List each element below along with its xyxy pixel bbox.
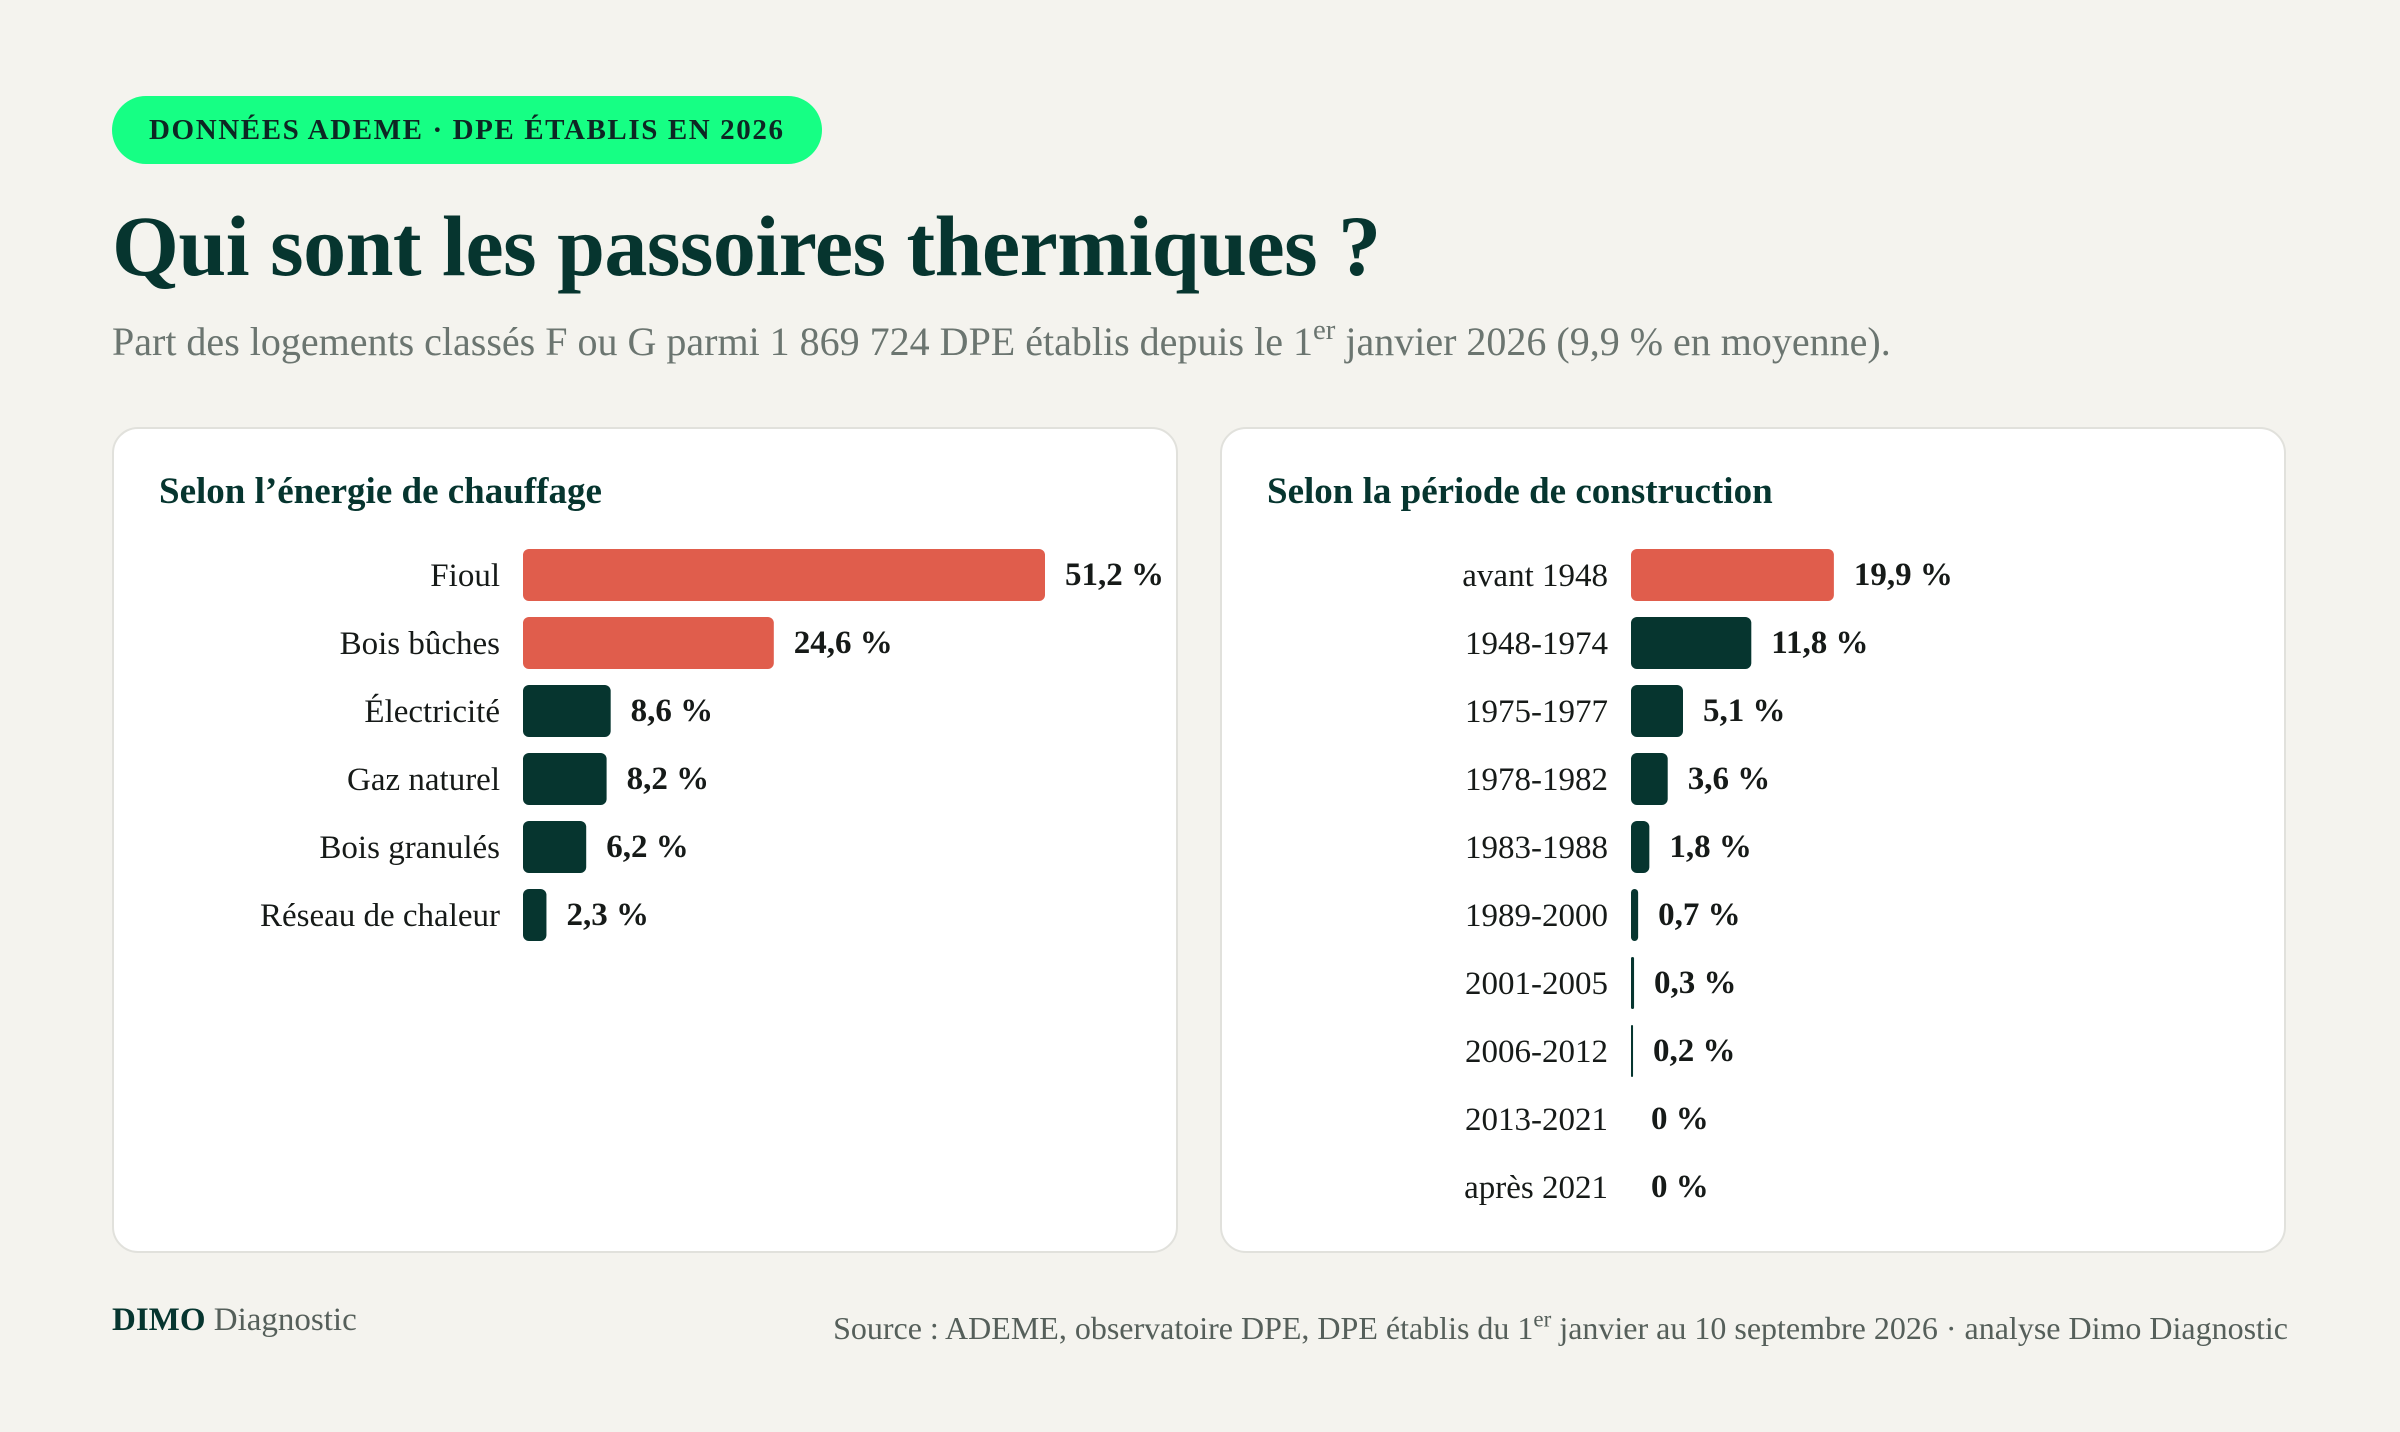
bar — [1631, 889, 1639, 941]
category-label: 2006-2012 — [1465, 1034, 1608, 1070]
category-label: 1948-1974 — [1465, 626, 1608, 662]
value-label: 1,8 % — [1669, 829, 1752, 865]
bar — [1631, 753, 1668, 805]
category-label: Bois bûches — [340, 626, 500, 662]
bar — [1631, 957, 1635, 1009]
chart-title: Selon la période de construction — [1267, 471, 1773, 512]
category-label: 2013-2021 — [1465, 1102, 1608, 1138]
category-label: 1975-1977 — [1465, 694, 1608, 730]
category-label: avant 1948 — [1462, 558, 1608, 594]
brand-name: DIMO — [112, 1302, 206, 1338]
chart-construction-period: avant 1948 19,9 % 1948-1974 11,8 % 1975-1977… — [1462, 549, 1953, 1206]
subtitle-superscript: er — [1312, 314, 1336, 347]
source-text: Source : ADEME, observatoire DPE, DPE ét… — [833, 1310, 1534, 1346]
value-label: 24,6 % — [794, 625, 893, 661]
bar — [1631, 549, 1834, 601]
value-label: 11,8 % — [1771, 625, 1868, 661]
chart-card-heating-energy: Selon l’énergie de chauffage Fioul 51,2 %… — [112, 427, 1178, 1253]
bar — [523, 617, 774, 669]
chart-heating-energy: Fioul 51,2 % Bois bûches 24,6 % Électricité 8… — [260, 549, 1164, 941]
value-label: 2,3 % — [566, 897, 649, 933]
value-label: 0 % — [1651, 1101, 1709, 1137]
value-label: 6,2 % — [606, 829, 689, 865]
brand-logo: DIMO Diagnostic — [112, 1302, 357, 1339]
chart-card-construction-period: Selon la période de construction avant 1… — [1220, 427, 2286, 1253]
category-label: 1989-2000 — [1465, 898, 1608, 934]
source-note: Source : ADEME, observatoire DPE, DPE ét… — [833, 1307, 2288, 1347]
bar — [523, 549, 1045, 601]
bar — [523, 685, 611, 737]
source-text-end: janvier au 10 septembre 2026 · analyse D… — [1551, 1310, 2288, 1346]
bar — [523, 889, 547, 941]
value-label: 0,7 % — [1658, 897, 1741, 933]
category-label: 2001-2005 — [1465, 966, 1608, 1002]
value-label: 19,9 % — [1854, 557, 1953, 593]
badge-label: DONNÉES ADEME · DPE ÉTABLIS EN 2026 — [149, 113, 785, 146]
subtitle-text-end: janvier 2026 (9,9 % en moyenne). — [1335, 319, 1891, 364]
category-label: Gaz naturel — [347, 762, 500, 798]
category-label: Électricité — [364, 693, 500, 730]
page-title: Qui sont les passoires thermiques ? — [112, 198, 1381, 294]
page-subtitle: Part des logements classés F ou G parmi … — [112, 316, 1891, 365]
category-label: Réseau de chaleur — [260, 898, 500, 934]
value-label: 51,2 % — [1065, 557, 1164, 593]
chart-title: Selon l’énergie de chauffage — [159, 471, 602, 512]
bar — [1631, 617, 1752, 669]
value-label: 0,3 % — [1654, 965, 1737, 1001]
category-label: 1983-1988 — [1465, 830, 1608, 866]
bar — [1631, 821, 1650, 873]
value-label: 0,2 % — [1653, 1033, 1736, 1069]
category-label: Bois granulés — [319, 830, 500, 866]
bar — [1631, 1025, 1634, 1077]
value-label: 8,2 % — [627, 761, 710, 797]
value-label: 0 % — [1651, 1169, 1709, 1205]
subtitle-text: Part des logements classés F ou G parmi … — [112, 319, 1313, 364]
source-badge: DONNÉES ADEME · DPE ÉTABLIS EN 2026 — [112, 96, 822, 164]
bar — [523, 753, 607, 805]
category-label: après 2021 — [1464, 1170, 1608, 1206]
category-label: 1978-1982 — [1465, 762, 1608, 798]
source-superscript: er — [1533, 1305, 1552, 1332]
bar — [523, 821, 587, 873]
bar — [1631, 685, 1683, 737]
value-label: 3,6 % — [1688, 761, 1771, 797]
brand-suffix: Diagnostic — [205, 1302, 357, 1338]
category-label: Fioul — [430, 558, 500, 594]
value-label: 5,1 % — [1703, 693, 1786, 729]
value-label: 8,6 % — [631, 693, 714, 729]
